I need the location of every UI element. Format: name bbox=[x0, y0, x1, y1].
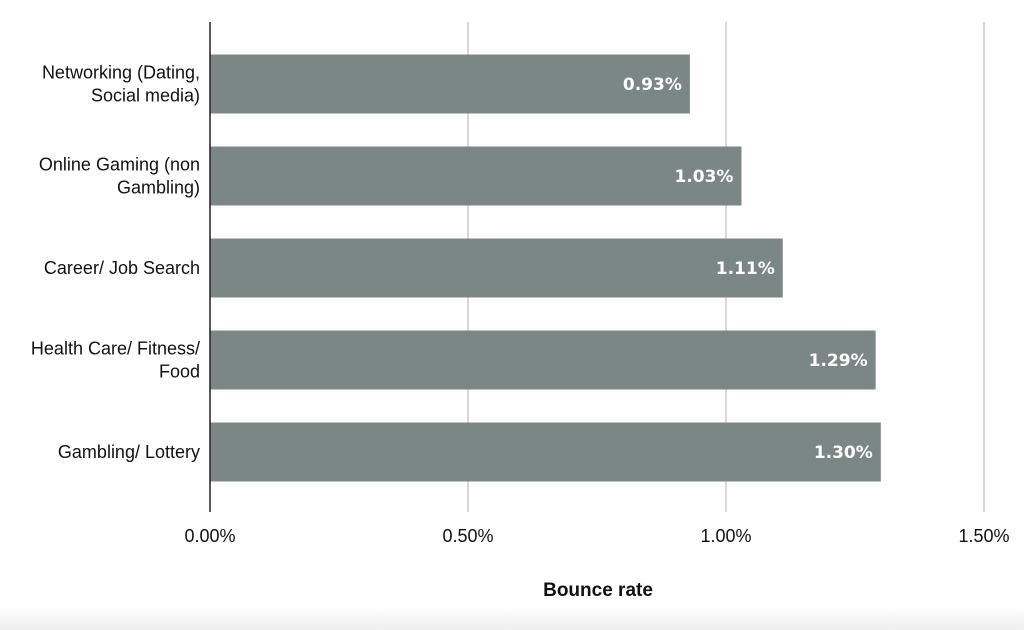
x-tick-label: 0.50% bbox=[442, 526, 493, 546]
category-label: Online Gaming (non Gambling) bbox=[39, 155, 200, 198]
bar-value-label: 0.93% bbox=[623, 75, 682, 95]
category-label-line: Health Care/ Fitness/ bbox=[31, 339, 200, 359]
category-label-line: Networking (Dating, bbox=[42, 63, 200, 83]
category-label: Gambling/ Lottery bbox=[58, 442, 200, 462]
x-tick-labels: 0.00% 0.50% 1.00% 1.50% bbox=[184, 526, 1009, 546]
category-label-line: Gambling/ Lottery bbox=[58, 442, 200, 462]
bar bbox=[210, 422, 881, 482]
category-label-line: Online Gaming (non bbox=[39, 155, 200, 175]
category-label-line: Gambling) bbox=[117, 178, 200, 198]
bottom-shade bbox=[0, 608, 1024, 630]
x-tick-label: 1.50% bbox=[958, 526, 1009, 546]
bars: 0.93% 1.03% 1.11% 1.29% 1.30% bbox=[210, 54, 881, 482]
category-label-line: Social media) bbox=[91, 86, 200, 106]
category-label: Networking (Dating, Social media) bbox=[42, 63, 200, 106]
bar-value-label: 1.03% bbox=[674, 167, 733, 187]
bar bbox=[210, 146, 742, 206]
x-tick-label: 0.00% bbox=[184, 526, 235, 546]
category-label-line: Food bbox=[159, 362, 200, 382]
x-axis-title: Bounce rate bbox=[543, 580, 653, 601]
bar bbox=[210, 238, 783, 298]
category-label: Health Care/ Fitness/Food bbox=[31, 339, 200, 382]
bar-value-label: 1.11% bbox=[716, 259, 775, 279]
bar-value-label: 1.30% bbox=[814, 443, 873, 463]
bar bbox=[210, 330, 876, 390]
category-labels: Networking (Dating, Social media) Online G… bbox=[31, 63, 200, 463]
bar-value-label: 1.29% bbox=[809, 351, 868, 371]
x-tick-label: 1.00% bbox=[700, 526, 751, 546]
category-label: Career/ Job Search bbox=[44, 258, 200, 278]
category-label-line: Career/ Job Search bbox=[44, 258, 200, 278]
bar bbox=[210, 54, 690, 114]
